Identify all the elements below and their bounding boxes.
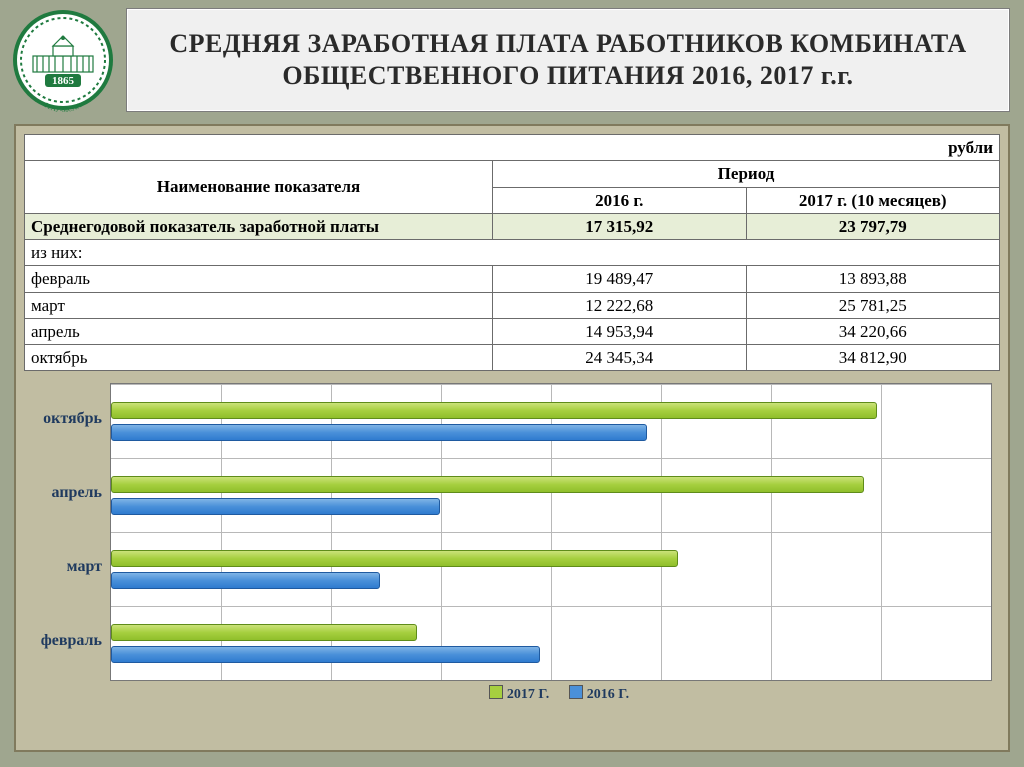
- currency-row: рубли: [25, 135, 1000, 161]
- sub-header-row: из них:: [25, 240, 1000, 266]
- legend-swatch-2016: [569, 685, 583, 699]
- sub-header: из них:: [25, 240, 1000, 266]
- legend-label-2016: 2016 Г.: [587, 687, 629, 702]
- page-title: СРЕДНЯЯ ЗАРАБОТНАЯ ПЛАТА РАБОТНИКОВ КОМБ…: [147, 28, 989, 93]
- chart-y-labels: октябрь апрель март февраль: [32, 383, 106, 679]
- chart-band: [111, 606, 991, 681]
- content-panel: рубли Наименование показателя Период 201…: [14, 124, 1010, 752]
- month-2016: 12 222,68: [493, 292, 747, 318]
- indicator-header: Наименование показателя: [25, 161, 493, 214]
- university-logo-icon: 1865 РГАУ-МСХА: [11, 8, 115, 112]
- chart-band: [111, 384, 991, 459]
- title-box: СРЕДНЯЯ ЗАРАБОТНАЯ ПЛАТА РАБОТНИКОВ КОМБ…: [126, 8, 1010, 112]
- chart-bar: [111, 424, 647, 441]
- month-label: февраль: [25, 266, 493, 292]
- month-2016: 19 489,47: [493, 266, 747, 292]
- legend-label-2017: 2017 Г.: [507, 687, 549, 702]
- month-2017: 25 781,25: [746, 292, 1000, 318]
- month-2017: 13 893,88: [746, 266, 1000, 292]
- period-header: Период: [493, 161, 1000, 187]
- header-row-1: Наименование показателя Период: [25, 161, 1000, 187]
- month-label: март: [25, 292, 493, 318]
- chart-plot: [110, 383, 992, 681]
- chart-legend: 2017 Г. 2016 Г.: [110, 685, 992, 703]
- month-label: октябрь: [25, 345, 493, 371]
- chart-band: [111, 458, 991, 533]
- table-row: март12 222,6825 781,25: [25, 292, 1000, 318]
- currency-label: рубли: [25, 135, 1000, 161]
- table-row: февраль19 489,4713 893,88: [25, 266, 1000, 292]
- logo-cell: 1865 РГАУ-МСХА: [8, 8, 118, 112]
- avg-label: Среднегодовой показатель заработной плат…: [25, 213, 493, 239]
- chart-bar: [111, 550, 678, 567]
- month-label: апрель: [25, 318, 493, 344]
- header-row: 1865 РГАУ-МСХА СРЕДНЯЯ ЗАРАБОТНАЯ ПЛАТА …: [0, 0, 1024, 120]
- chart-bar: [111, 402, 877, 419]
- avg-2016: 17 315,92: [493, 213, 747, 239]
- chart-bar: [111, 646, 540, 663]
- month-2017: 34 220,66: [746, 318, 1000, 344]
- month-2016: 24 345,34: [493, 345, 747, 371]
- slide: 1865 РГАУ-МСХА СРЕДНЯЯ ЗАРАБОТНАЯ ПЛАТА …: [0, 0, 1024, 767]
- table-row: октябрь24 345,3434 812,90: [25, 345, 1000, 371]
- month-2016: 14 953,94: [493, 318, 747, 344]
- col-2016: 2016 г.: [493, 187, 747, 213]
- chart-category-label: октябрь: [32, 410, 102, 428]
- table-row: апрель14 953,9434 220,66: [25, 318, 1000, 344]
- chart-area: октябрь апрель март февраль 2017 Г. 2016 Г.: [32, 383, 992, 703]
- chart-band: [111, 532, 991, 607]
- chart-category-label: февраль: [32, 632, 102, 650]
- col-2017: 2017 г. (10 месяцев): [746, 187, 1000, 213]
- chart-bar: [111, 624, 417, 641]
- average-row: Среднегодовой показатель заработной плат…: [25, 213, 1000, 239]
- chart-category-label: март: [32, 558, 102, 576]
- chart-bar: [111, 572, 380, 589]
- chart-bar: [111, 476, 864, 493]
- month-2017: 34 812,90: [746, 345, 1000, 371]
- legend-swatch-2017: [489, 685, 503, 699]
- avg-2017: 23 797,79: [746, 213, 1000, 239]
- svg-text:1865: 1865: [52, 75, 75, 87]
- chart-category-label: апрель: [32, 484, 102, 502]
- chart-bar: [111, 498, 440, 515]
- salary-table: рубли Наименование показателя Период 201…: [24, 134, 1000, 371]
